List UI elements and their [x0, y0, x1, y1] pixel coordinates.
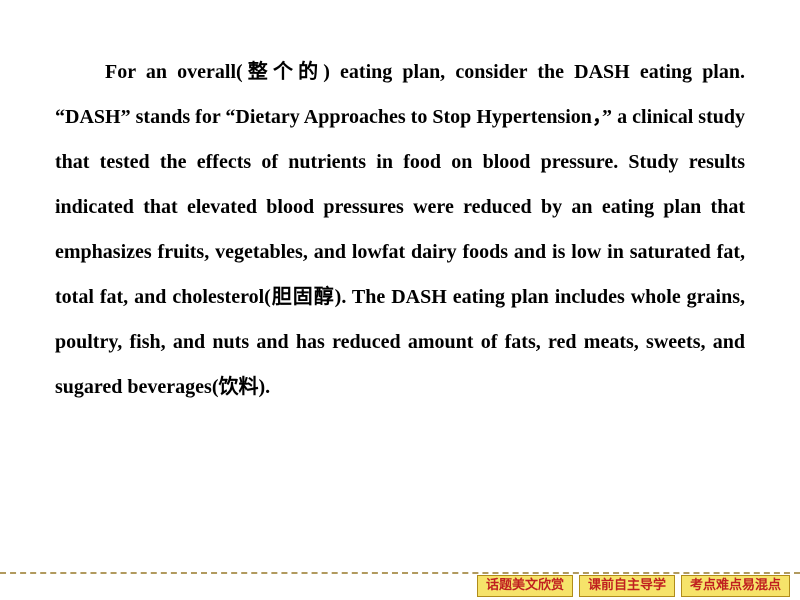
bottom-nav: 话题美文欣赏 课前自主导学 考点难点易混点 [477, 575, 790, 597]
content-area: For an overall(整个的) eating plan, conside… [0, 0, 800, 410]
nav-button-keypoints[interactable]: 考点难点易混点 [681, 575, 790, 597]
body-paragraph: For an overall(整个的) eating plan, conside… [55, 50, 745, 410]
section-divider [0, 572, 800, 574]
nav-button-preclass[interactable]: 课前自主导学 [579, 575, 675, 597]
nav-button-essay[interactable]: 话题美文欣赏 [477, 575, 573, 597]
